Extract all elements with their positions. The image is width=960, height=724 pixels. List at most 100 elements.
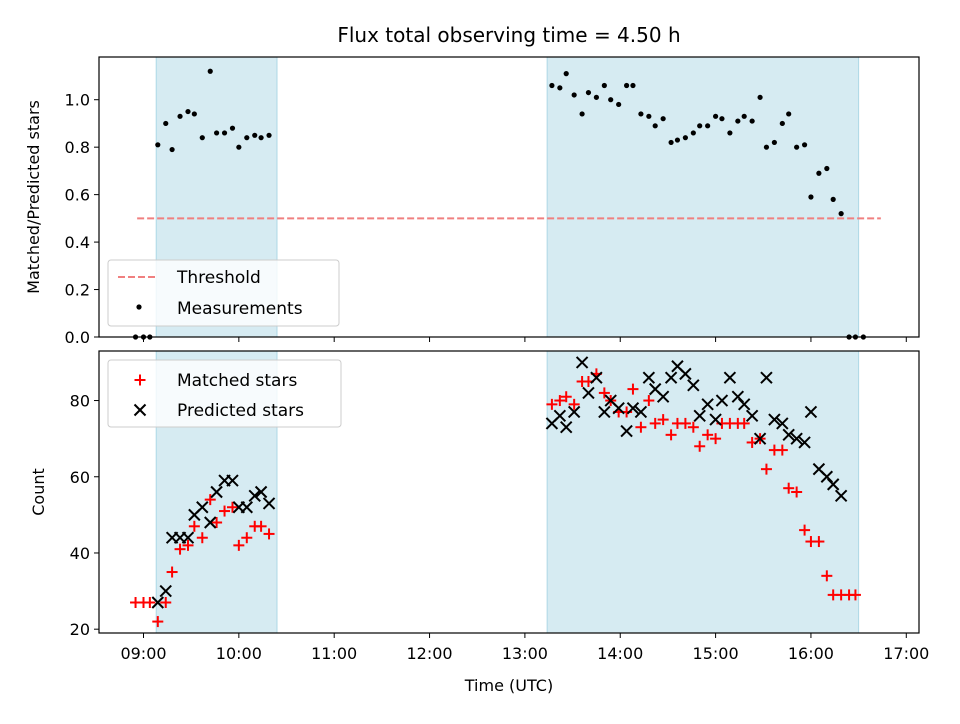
predicted-star-marker	[582, 386, 595, 400]
cross-stroke	[133, 403, 147, 417]
cross-stroke	[709, 413, 722, 426]
cross-stroke	[240, 501, 253, 514]
y-tick-label: 0.6	[65, 186, 90, 205]
legend-threshold-label: Threshold	[176, 268, 261, 288]
matched-star-marker	[643, 395, 655, 407]
measurement-point	[244, 135, 250, 141]
measurement-point	[705, 123, 711, 129]
predicted-star-marker	[560, 421, 573, 434]
predicted-star-marker	[834, 489, 848, 503]
y-axis-label: Matched/Predicted stars	[24, 100, 43, 294]
measurement-point	[236, 144, 242, 150]
predicted-star-marker	[598, 405, 611, 419]
y-tick-label: 0.4	[65, 233, 90, 252]
predicted-star-marker	[159, 584, 172, 598]
cross-stroke	[626, 401, 640, 415]
predicted-star-marker	[826, 478, 840, 491]
cross-stroke	[826, 478, 840, 491]
y-axis-label: Count	[29, 468, 48, 516]
predicted-star-marker	[776, 417, 789, 430]
predicted-star-marker	[620, 424, 633, 438]
measurement-point	[801, 142, 808, 148]
measurement-point	[147, 334, 153, 340]
cross-stroke	[820, 470, 834, 483]
matched-star-marker	[166, 566, 178, 578]
measurement-point	[771, 139, 777, 146]
cross-stroke	[553, 409, 567, 422]
measurement-point	[757, 94, 763, 100]
y-tick-label: 0.8	[65, 138, 90, 157]
matched-star-marker	[849, 589, 861, 601]
measurement-point	[638, 111, 644, 117]
cross-stroke	[151, 596, 165, 609]
cross-stroke	[804, 405, 818, 419]
cross-stroke	[723, 371, 737, 384]
measurement-point	[191, 111, 197, 117]
matched-star-marker	[710, 433, 722, 445]
measurement-point	[616, 101, 622, 108]
cross-stroke	[812, 462, 826, 476]
cross-stroke	[262, 497, 276, 510]
measurement-point	[132, 334, 139, 340]
measurement-point	[682, 135, 688, 141]
matched-star-marker	[635, 421, 647, 433]
measurement-point	[830, 196, 836, 202]
predicted-star-marker	[248, 489, 261, 503]
measurement-point	[585, 89, 592, 96]
cross-stroke	[620, 424, 633, 438]
matched-star-marker	[196, 532, 208, 544]
measurement-point	[690, 130, 696, 136]
matched-star-marker	[560, 391, 572, 403]
predicted-star-marker	[626, 401, 640, 415]
ratio-panel: 0.0 0.2 0.4 0.6 0.8 1.0 Matched/Predicted star…	[24, 56, 920, 347]
cross-stroke	[196, 501, 209, 514]
cross-stroke	[834, 489, 848, 503]
predicted-star-marker	[804, 405, 818, 419]
predicted-star-marker	[575, 356, 589, 369]
measurement-point	[646, 113, 652, 119]
matched-star-marker	[679, 417, 691, 429]
cross-stroke	[701, 398, 714, 411]
predicted-star-marker	[553, 409, 567, 422]
cross-stroke	[210, 485, 223, 499]
cross-stroke	[753, 432, 767, 445]
predicted-star-marker	[656, 390, 670, 403]
matched-star-marker	[738, 417, 750, 429]
predicted-star-marker	[590, 371, 603, 384]
matched-star-marker	[174, 543, 186, 555]
predicted-star-marker	[687, 379, 700, 392]
matched-star-marker	[627, 383, 639, 395]
x-tick-label: 10:00	[216, 644, 262, 663]
matched-star-marker	[598, 387, 610, 399]
cross-stroke	[798, 436, 811, 449]
predicted-star-marker	[204, 516, 217, 529]
predicted-star-marker	[723, 371, 737, 384]
legend-measurement-label: Measurements	[177, 299, 303, 319]
matched-star-marker	[649, 417, 661, 429]
cross-stroke	[575, 356, 589, 369]
legend-predicted-swatch	[133, 403, 147, 417]
legend-measurement-swatch	[136, 304, 142, 310]
predicted-star-marker	[226, 474, 239, 487]
x-axis-label: Time (UTC)	[464, 676, 553, 695]
x-tick-label: 12:00	[406, 644, 452, 663]
predicted-star-marker	[240, 501, 253, 514]
predicted-star-marker	[642, 371, 656, 384]
cross-stroke	[159, 584, 172, 598]
cross-stroke	[737, 398, 751, 411]
legend-matched-label: Matched stars	[177, 371, 297, 391]
matched-star-marker	[783, 482, 795, 494]
matched-star-marker	[241, 532, 253, 544]
cross-stroke	[776, 417, 789, 430]
x-tick-label: 16:00	[788, 644, 834, 663]
cross-stroke	[582, 386, 595, 400]
legend: Matched stars Predicted stars	[107, 359, 342, 428]
cross-stroke	[679, 367, 692, 381]
measurement-point	[727, 130, 733, 136]
matched-star-marker	[546, 398, 558, 410]
matched-star-marker	[791, 486, 803, 498]
cross-stroke	[687, 379, 700, 392]
y-tick-label: 0.2	[65, 281, 90, 300]
predicted-star-marker	[151, 596, 165, 609]
predicted-star-marker	[790, 432, 803, 445]
